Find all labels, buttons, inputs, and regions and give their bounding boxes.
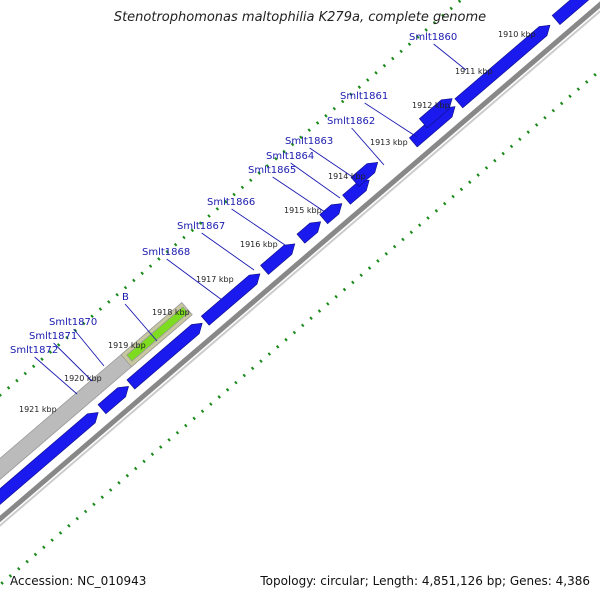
gene-arrow-3 <box>126 322 203 390</box>
genome-backbone <box>0 1 600 523</box>
gene-leader-line <box>201 232 255 271</box>
gene-label: Smlt1870 <box>49 317 97 328</box>
ruler-tick-label: 1915 kbp <box>284 206 322 215</box>
gene-arrow-7 <box>319 203 343 225</box>
ruler-tick-label: 1921 kbp <box>19 405 57 414</box>
map-title: Stenotrophomonas maltophilia K279a, comp… <box>113 10 487 25</box>
topology-label: Topology: <box>260 574 317 588</box>
ruler-tick-label: 1910 kbp <box>498 30 536 39</box>
gene-label: Smlt1868 <box>142 247 190 258</box>
length-label: Length: <box>372 574 419 588</box>
genome-summary: Topology: circular; Length: 4,851,126 bp… <box>260 574 590 588</box>
gene-leader-line <box>433 43 467 71</box>
ruler-tick-label: 1918 kbp <box>152 308 190 317</box>
gene-label: Smlt1863 <box>285 136 333 147</box>
gene-leader-line <box>364 102 418 138</box>
genes-value: 4,386 <box>555 574 590 588</box>
ruler-tick-label: 1920 kbp <box>64 374 102 383</box>
gene-arrow-8 <box>342 179 370 205</box>
gene-label: Smlt1872 <box>10 345 58 356</box>
gene-arrow-1 <box>0 412 99 505</box>
accession-label: Accession: <box>10 574 74 588</box>
ruler-tick-label: 1913 kbp <box>370 138 408 147</box>
gene-arrow-11 <box>551 0 590 25</box>
gene-label: Smlt1860 <box>409 32 457 43</box>
gene-label: Smlt1861 <box>340 91 388 102</box>
gene-leader-line <box>53 342 93 382</box>
topology-value: circular <box>320 574 365 588</box>
gene-arrow-2 <box>97 386 129 415</box>
gene-leader-line <box>309 147 358 181</box>
gene-leader-line <box>124 303 158 342</box>
length-value: 4,851,126 bp <box>421 574 502 588</box>
ruler-tick-label: 1919 kbp <box>108 341 146 350</box>
ruler-outer-dots <box>0 0 464 398</box>
gene-label: Smlt1864 <box>266 151 314 162</box>
ruler-tick-label: 1914 kbp <box>328 172 366 181</box>
gene-label: Smlt1867 <box>177 221 225 232</box>
gene-arrow-5 <box>260 243 296 275</box>
selected-region <box>126 306 189 362</box>
accession-value: NC_010943 <box>77 574 147 588</box>
ruler-tick-label: 1916 kbp <box>240 240 278 249</box>
ruler-tick-label: 1917 kbp <box>196 275 234 284</box>
gene-leader-line <box>166 258 223 301</box>
gene-leader-line <box>351 127 385 166</box>
gene-leader-line <box>272 176 326 213</box>
genome-backbone-shadow <box>0 9 600 527</box>
gene-arrow-4 <box>200 273 261 326</box>
gene-leader-line <box>34 356 78 395</box>
gene-label: B <box>122 292 129 303</box>
gene-label: Smlt1862 <box>327 116 375 127</box>
gene-arrow-offset-1 <box>350 161 379 187</box>
gene-label: Smlt1871 <box>29 331 77 342</box>
genes-label: Genes: <box>509 574 552 588</box>
gene-leader-line <box>231 208 286 246</box>
gene-leader-line <box>290 162 341 199</box>
ruler-tick-label: 1911 kbp <box>455 67 493 76</box>
gene-arrow-6 <box>296 221 322 244</box>
gene-arrow-offset-2 <box>418 98 453 129</box>
ruler-inner-dots <box>0 68 600 585</box>
gene-leader-line <box>73 328 105 367</box>
gene-arrow-10 <box>454 24 551 109</box>
ruler-tick-label: 1912 kbp <box>412 101 450 110</box>
gene-label: Smlt1866 <box>207 197 255 208</box>
accession-info: Accession: NC_010943 <box>10 574 146 588</box>
gene-label: Smlt1865 <box>248 165 296 176</box>
